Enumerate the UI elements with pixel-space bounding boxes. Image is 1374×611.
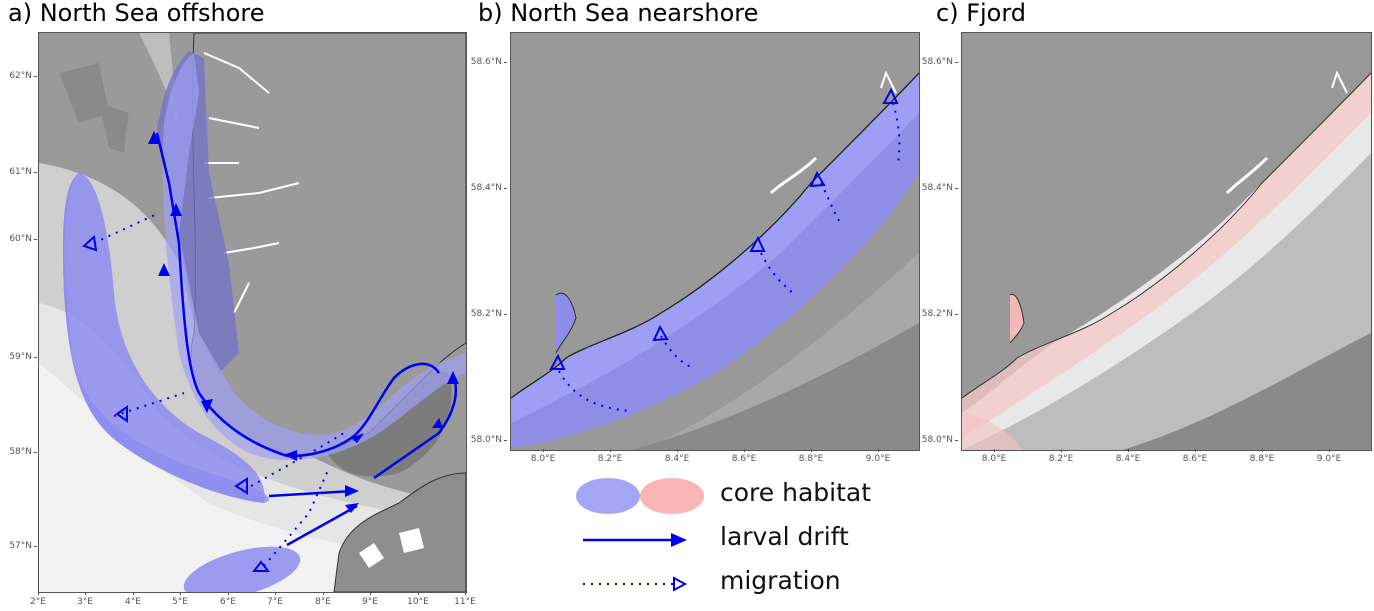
fjord-map	[962, 33, 1371, 450]
y-tick: 62°N	[0, 71, 37, 81]
y-tick: 59°N	[0, 352, 37, 362]
x-tick: 4°E	[113, 592, 153, 607]
x-tick: 8.8°E	[791, 449, 831, 464]
x-tick: 8.2°E	[590, 449, 630, 464]
x-tick: 8.8°E	[1242, 449, 1282, 464]
x-tick: 7°E	[255, 592, 295, 607]
solid-arrow-icon	[583, 533, 687, 547]
legend-larval-drift: larval drift	[570, 520, 930, 560]
x-tick: 6°E	[208, 592, 248, 607]
y-tick: 58.2°N	[913, 309, 958, 319]
x-tick: 8.0°E	[974, 449, 1014, 464]
x-tick: 2°E	[18, 592, 58, 607]
x-tick: 9.0°E	[1309, 449, 1349, 464]
x-tick: 10°E	[398, 592, 438, 607]
dotted-arrow-icon	[583, 576, 688, 592]
panel-b-title: b) North Sea nearshore	[478, 0, 759, 27]
x-tick: 8.6°E	[724, 449, 764, 464]
y-tick: 58.2°N	[462, 309, 507, 319]
legend-label: core habitat	[720, 478, 872, 507]
y-tick: 58.6°N	[462, 57, 507, 67]
x-tick: 3°E	[65, 592, 105, 607]
y-tick: 58.0°N	[462, 435, 507, 445]
panel-a-title: a) North Sea offshore	[8, 0, 265, 27]
x-tick: 8°E	[303, 592, 343, 607]
panel-a-map	[38, 32, 467, 593]
panel-c-title: c) Fjord	[936, 0, 1027, 27]
y-tick: 58.4°N	[913, 183, 958, 193]
legend-core-habitat: core habitat	[570, 476, 930, 516]
x-tick: 8.6°E	[1175, 449, 1215, 464]
x-tick: 9°E	[350, 592, 390, 607]
x-tick: 9.0°E	[858, 449, 898, 464]
y-tick: 58.4°N	[462, 183, 507, 193]
y-tick: 61°N	[0, 167, 37, 177]
legend-migration: migration	[570, 564, 930, 604]
x-tick: 5°E	[160, 592, 200, 607]
x-tick: 11°E	[445, 592, 485, 607]
x-tick: 8.0°E	[523, 449, 563, 464]
y-tick: 58.0°N	[913, 435, 958, 445]
legend: core habitat larval drift migration	[570, 472, 930, 607]
north-sea-nearshore-map	[511, 33, 919, 450]
x-tick: 8.4°E	[1108, 449, 1148, 464]
panel-b-map	[510, 32, 920, 451]
y-tick: 58°N	[0, 447, 37, 457]
habitat-ellipses-icon	[576, 478, 704, 514]
legend-label: migration	[720, 566, 841, 595]
y-tick: 60°N	[0, 234, 37, 244]
x-tick: 8.2°E	[1041, 449, 1081, 464]
y-tick: 57°N	[0, 541, 37, 551]
x-tick: 8.4°E	[657, 449, 697, 464]
y-tick: 58.6°N	[913, 57, 958, 67]
north-sea-offshore-map	[39, 33, 466, 592]
legend-label: larval drift	[720, 522, 849, 551]
panel-c-map	[961, 32, 1372, 451]
